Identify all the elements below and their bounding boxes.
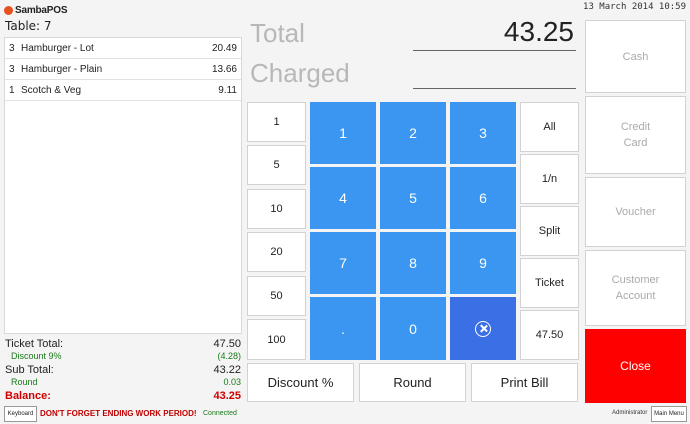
total-amount: 43.25 <box>503 16 574 47</box>
clear-icon <box>475 320 491 337</box>
keypad-7[interactable]: 7 <box>310 232 376 294</box>
total-label: Total <box>250 18 305 48</box>
amount-20-button[interactable]: 20 <box>247 232 306 272</box>
keypad-6[interactable]: 6 <box>450 167 516 229</box>
order-qty: 3 <box>9 42 15 54</box>
split-all-button[interactable]: All <box>520 102 579 152</box>
ticket-total-value: 47.50 <box>213 338 241 350</box>
amount-50-button[interactable]: 50 <box>247 276 306 316</box>
round-row: Round 0.03 <box>5 377 241 390</box>
keypad-1[interactable]: 1 <box>310 102 376 164</box>
voucher-button[interactable]: Voucher <box>585 177 686 247</box>
keypad-9[interactable]: 9 <box>450 232 516 294</box>
charged-input-line[interactable] <box>413 88 576 89</box>
round-label: Round <box>11 377 38 387</box>
order-price: 9.11 <box>218 84 237 96</box>
customer-account-button[interactable]: Customer Account <box>585 250 686 326</box>
keyboard-button[interactable]: Keyboard <box>4 406 37 422</box>
discount-value: (4.28) <box>217 351 241 361</box>
discount-button[interactable]: Discount % <box>247 363 354 402</box>
work-period-warning: DON'T FORGET ENDING WORK PERIOD! <box>40 409 197 418</box>
amount-1-button[interactable]: 1 <box>247 102 306 142</box>
ticket-orders-list[interactable]: 3 Hamburger - Lot 20.49 3 Hamburger - Pl… <box>4 37 242 334</box>
order-name: Hamburger - Plain <box>21 63 103 75</box>
order-row[interactable]: 3 Hamburger - Lot 20.49 <box>5 38 241 59</box>
ticket-total-label: Ticket Total: <box>5 338 64 350</box>
table-label: Table: 7 <box>5 19 52 33</box>
keypad-clear-button[interactable] <box>450 297 516 360</box>
order-row[interactable]: 3 Hamburger - Plain 13.66 <box>5 59 241 80</box>
main-menu-button[interactable]: Main Menu <box>651 406 687 422</box>
round-value: 0.03 <box>223 377 241 387</box>
keypad-0[interactable]: 0 <box>380 297 446 360</box>
keypad-2[interactable]: 2 <box>380 102 446 164</box>
credit-card-button[interactable]: Credit Card <box>585 96 686 174</box>
order-qty: 1 <box>9 84 15 96</box>
balance-row: Balance: 43.25 <box>5 390 241 404</box>
order-price: 20.49 <box>211 42 237 54</box>
balance-value: 43.25 <box>213 390 241 402</box>
keypad-5[interactable]: 5 <box>380 167 446 229</box>
cash-button[interactable]: Cash <box>585 20 686 93</box>
split-1n-button[interactable]: 1/n <box>520 154 579 204</box>
amount-100-button[interactable]: 100 <box>247 319 306 360</box>
keypad-8[interactable]: 8 <box>380 232 446 294</box>
logo-icon <box>4 5 13 15</box>
discount-row: Discount 9% (4.28) <box>5 351 241 364</box>
amount-5-button[interactable]: 5 <box>247 145 306 185</box>
sub-total-row: Sub Total: 43.22 <box>5 364 241 377</box>
print-bill-button[interactable]: Print Bill <box>471 363 578 402</box>
brand-name: SambaPOS <box>15 4 68 16</box>
keypad-dot[interactable]: . <box>310 297 376 360</box>
total-underline <box>413 50 576 51</box>
amount-10-button[interactable]: 10 <box>247 189 306 229</box>
order-price: 13.66 <box>211 63 237 75</box>
sambapos-logo: SambaPOS <box>4 2 68 18</box>
sub-total-label: Sub Total: <box>5 364 54 376</box>
split-amount-button[interactable]: 47.50 <box>520 310 579 360</box>
discount-label: Discount 9% <box>11 351 62 361</box>
round-button[interactable]: Round <box>359 363 466 402</box>
keypad-3[interactable]: 3 <box>450 102 516 164</box>
order-name: Scotch & Veg <box>21 84 82 96</box>
ticket-total-row: Ticket Total: 47.50 <box>5 338 241 351</box>
order-row[interactable]: 1 Scotch & Veg 9.11 <box>5 80 241 101</box>
balance-label: Balance: <box>5 390 51 402</box>
split-button[interactable]: Split <box>520 206 579 256</box>
sub-total-value: 43.22 <box>213 364 241 376</box>
date-time: 13 March 2014 10:59 <box>583 2 686 12</box>
close-button[interactable]: Close <box>585 329 686 403</box>
connection-status: Connected <box>203 410 237 417</box>
ticket-totals: Ticket Total: 47.50 Discount 9% (4.28) S… <box>5 338 241 404</box>
order-qty: 3 <box>9 63 15 75</box>
order-name: Hamburger - Lot <box>21 42 94 54</box>
keypad-4[interactable]: 4 <box>310 167 376 229</box>
current-user: Administrator <box>612 410 648 416</box>
split-ticket-button[interactable]: Ticket <box>520 258 579 308</box>
charged-label: Charged <box>250 58 350 88</box>
